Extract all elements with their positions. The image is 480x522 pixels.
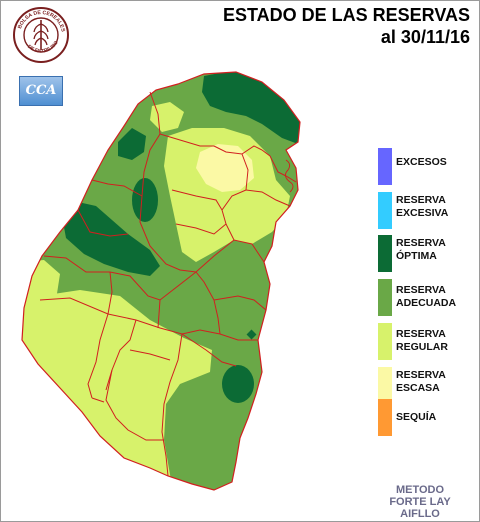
legend-label-reserva-excesiva: RESERVA EXCESIVA [396, 194, 449, 219]
title-line-1: ESTADO DE LAS RESERVAS [222, 5, 470, 25]
legend-label-reserva-optima: RESERVA ÓPTIMA [396, 237, 446, 262]
zone-regular-north [150, 102, 184, 132]
zone-regular-center [164, 128, 290, 262]
map-title: ESTADO DE LAS RESERVAS al 30/11/16 [223, 4, 470, 48]
legend-swatch-reserva-adecuada [378, 279, 392, 316]
zone-optimum-west [62, 202, 160, 276]
legend-label-sequia: SEQUÍA [396, 411, 437, 423]
zone-optimum-dot [246, 329, 257, 340]
legend-swatch-reserva-excesiva [378, 192, 392, 229]
bolsa-cereales-seal-icon: BOLSA DE CEREALES DE ENTRE RIOS [12, 6, 69, 63]
east-river-border [285, 159, 294, 193]
legend-swatch-reserva-escasa [378, 367, 392, 404]
zone-optimum-nw [118, 128, 146, 160]
legend-swatch-reserva-optima [378, 235, 392, 272]
legend-label-reserva-escasa: RESERVA ESCASA [396, 369, 446, 394]
zone-optimum-center [132, 178, 158, 222]
zone-scarce [196, 144, 254, 192]
method-line-2: FORTE LAY [389, 496, 451, 508]
legend-label-excesos: EXCESOS [396, 156, 447, 168]
legend-swatch-reserva-regular [378, 323, 392, 360]
cca-logo: CCA [19, 76, 63, 106]
method-line-3: AIFLLO [400, 508, 440, 520]
zone-optimum-northeast [202, 72, 300, 144]
legend-swatch-excesos [378, 148, 392, 185]
zone-optimum-southeast [222, 365, 254, 403]
method-note: METODO FORTE LAY AIFLLO [370, 484, 470, 520]
legend-label-reserva-adecuada: RESERVA ADECUADA [396, 284, 457, 309]
title-line-2: al 30/11/16 [380, 27, 470, 47]
method-line-1: METODO [395, 484, 445, 496]
department-boundaries [21, 71, 301, 491]
legend-label-reserva-regular: RESERVA REGULAR [396, 328, 448, 353]
legend-swatch-sequia [378, 399, 392, 436]
